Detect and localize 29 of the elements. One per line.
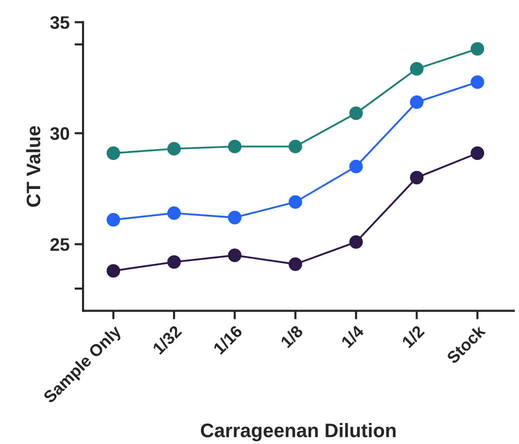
point bbox=[288, 257, 302, 271]
x-tick-label: 1/2 bbox=[401, 324, 426, 348]
point bbox=[228, 140, 242, 154]
y-tick-label: 35 bbox=[50, 16, 70, 29]
y-tick-label: 25 bbox=[50, 238, 70, 251]
point bbox=[470, 75, 484, 89]
point bbox=[410, 62, 424, 76]
y-axis-title: CT Value bbox=[26, 126, 40, 207]
point bbox=[349, 235, 363, 249]
point bbox=[410, 95, 424, 109]
x-axis-title: Carrageenan Dilution bbox=[200, 423, 396, 442]
point bbox=[288, 195, 302, 209]
point bbox=[349, 106, 363, 120]
y-tick-label: 30 bbox=[50, 127, 70, 140]
x-tick-label: 1/8 bbox=[280, 324, 304, 348]
point bbox=[288, 140, 302, 154]
point bbox=[106, 213, 120, 227]
point bbox=[228, 210, 242, 224]
point bbox=[349, 160, 363, 174]
point bbox=[167, 142, 181, 156]
point bbox=[106, 264, 120, 278]
point bbox=[410, 170, 424, 184]
point bbox=[228, 248, 242, 262]
point bbox=[106, 146, 120, 160]
point bbox=[470, 146, 484, 160]
point bbox=[167, 255, 181, 269]
x-tick-label: 1/4 bbox=[340, 324, 365, 348]
point bbox=[167, 206, 181, 220]
point bbox=[470, 42, 484, 56]
